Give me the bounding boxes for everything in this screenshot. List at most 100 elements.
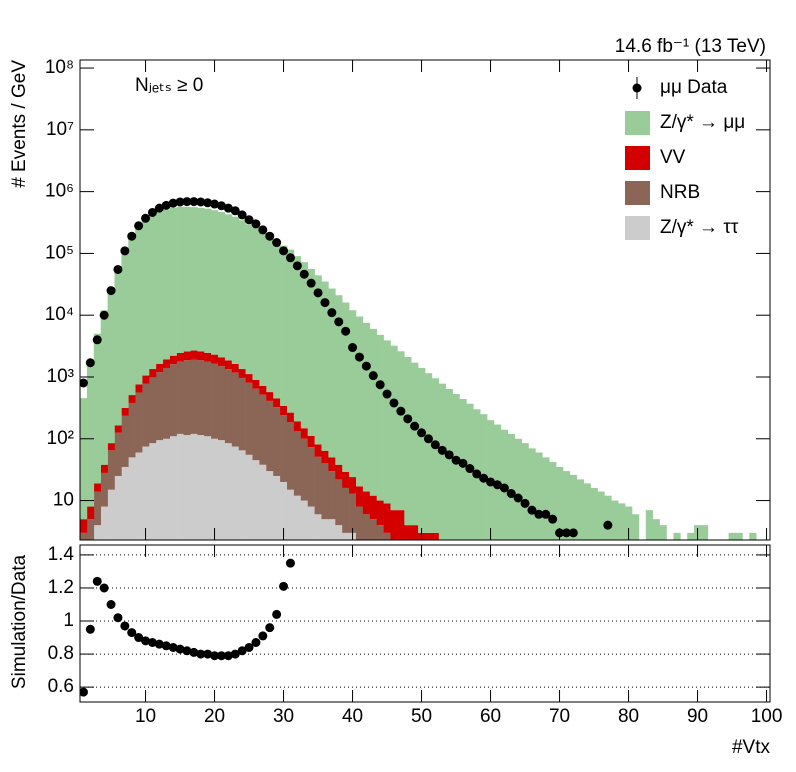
- bar: [431, 532, 440, 540]
- bar: [135, 384, 143, 393]
- bar: [535, 452, 543, 540]
- bar: [411, 362, 419, 526]
- bar: [369, 495, 377, 520]
- bar: [314, 456, 322, 515]
- bar: [362, 514, 371, 540]
- bar: [169, 436, 177, 540]
- data-point: [99, 310, 109, 320]
- bar: [245, 374, 253, 383]
- x-tick-label: 60: [480, 706, 501, 727]
- bar: [287, 249, 295, 413]
- bar: [632, 514, 640, 540]
- bar: [452, 394, 460, 540]
- x-tick-label: 80: [618, 706, 639, 727]
- legend-label: Z/γ* → ττ: [660, 217, 739, 238]
- bar: [149, 369, 157, 378]
- frame: [79, 59, 771, 541]
- bar: [128, 238, 136, 396]
- bar: [300, 500, 308, 540]
- bar: [597, 491, 605, 540]
- data-point: [285, 253, 295, 263]
- bar: [252, 379, 260, 389]
- data-point: [292, 261, 302, 271]
- bar: [459, 399, 467, 540]
- data-point: [258, 631, 268, 641]
- data-point: [299, 269, 309, 279]
- data-point: [279, 581, 289, 591]
- data-point: [534, 509, 544, 519]
- bar: [342, 471, 350, 488]
- bar: [128, 402, 136, 458]
- bar: [369, 519, 377, 540]
- bar: [362, 322, 371, 492]
- bar: [300, 428, 308, 439]
- bar: [218, 211, 226, 358]
- legend-label: NRB: [660, 182, 700, 203]
- bar: [204, 361, 212, 437]
- data-point: [210, 651, 220, 661]
- bar: [238, 220, 246, 370]
- legend-label: μμ Data: [660, 77, 728, 98]
- data-point: [341, 326, 351, 336]
- data-point: [272, 609, 282, 619]
- bar: [328, 519, 336, 540]
- bar: [328, 457, 336, 472]
- data-point: [320, 298, 330, 308]
- bar: [100, 506, 108, 540]
- x-tick-label: 30: [273, 706, 294, 727]
- data-point: [80, 378, 88, 388]
- bar: [135, 228, 143, 385]
- bar: [687, 532, 695, 540]
- bar: [80, 532, 88, 540]
- bar: [121, 407, 129, 416]
- data-point: [327, 308, 337, 318]
- bar: [625, 506, 633, 540]
- data-point: [403, 414, 413, 424]
- bar: [231, 216, 239, 364]
- bar: [162, 367, 170, 439]
- bar: [197, 351, 205, 361]
- bar: [356, 486, 364, 507]
- plot-area: [80, 558, 295, 697]
- bar: [701, 525, 709, 540]
- y-tick-label: 10⁶: [45, 181, 74, 202]
- data-point: [127, 628, 137, 638]
- data-point: [603, 520, 613, 530]
- bar: [335, 295, 343, 465]
- y-tick-label: 10⁴: [45, 304, 74, 325]
- bar: [107, 489, 115, 540]
- bar: [307, 268, 315, 436]
- bar: [425, 373, 433, 533]
- data-point: [141, 213, 151, 223]
- data-point: [430, 440, 440, 450]
- bar: [445, 388, 453, 540]
- bar: [287, 422, 295, 490]
- data-point: [120, 246, 130, 256]
- y-tick-label: 1.2: [48, 577, 74, 598]
- bar: [356, 506, 364, 540]
- bar: [390, 345, 398, 511]
- bar: [204, 436, 212, 540]
- x-axis-title: #Vtx: [732, 737, 771, 758]
- data-point: [168, 198, 178, 208]
- x-tick-label: 70: [549, 706, 570, 727]
- legend-swatch: [625, 146, 650, 170]
- bar: [183, 435, 191, 540]
- bar: [335, 525, 343, 540]
- data-point: [154, 639, 164, 649]
- data-point: [216, 651, 226, 661]
- bar: [252, 388, 260, 461]
- bar: [383, 532, 391, 540]
- bar: [293, 431, 302, 496]
- y-tick-label: 10⁸: [45, 57, 74, 78]
- bar: [218, 440, 226, 540]
- bar: [287, 489, 295, 540]
- data-point: [279, 246, 289, 256]
- y-tick-label: 10³: [47, 366, 74, 387]
- data-point: [492, 480, 502, 490]
- bar: [335, 479, 343, 526]
- x-tick-label: 50: [411, 706, 432, 727]
- jets-label: Nⱼₑₜₛ ≥ 0: [135, 75, 203, 96]
- bar: [162, 209, 170, 360]
- bar: [204, 352, 212, 362]
